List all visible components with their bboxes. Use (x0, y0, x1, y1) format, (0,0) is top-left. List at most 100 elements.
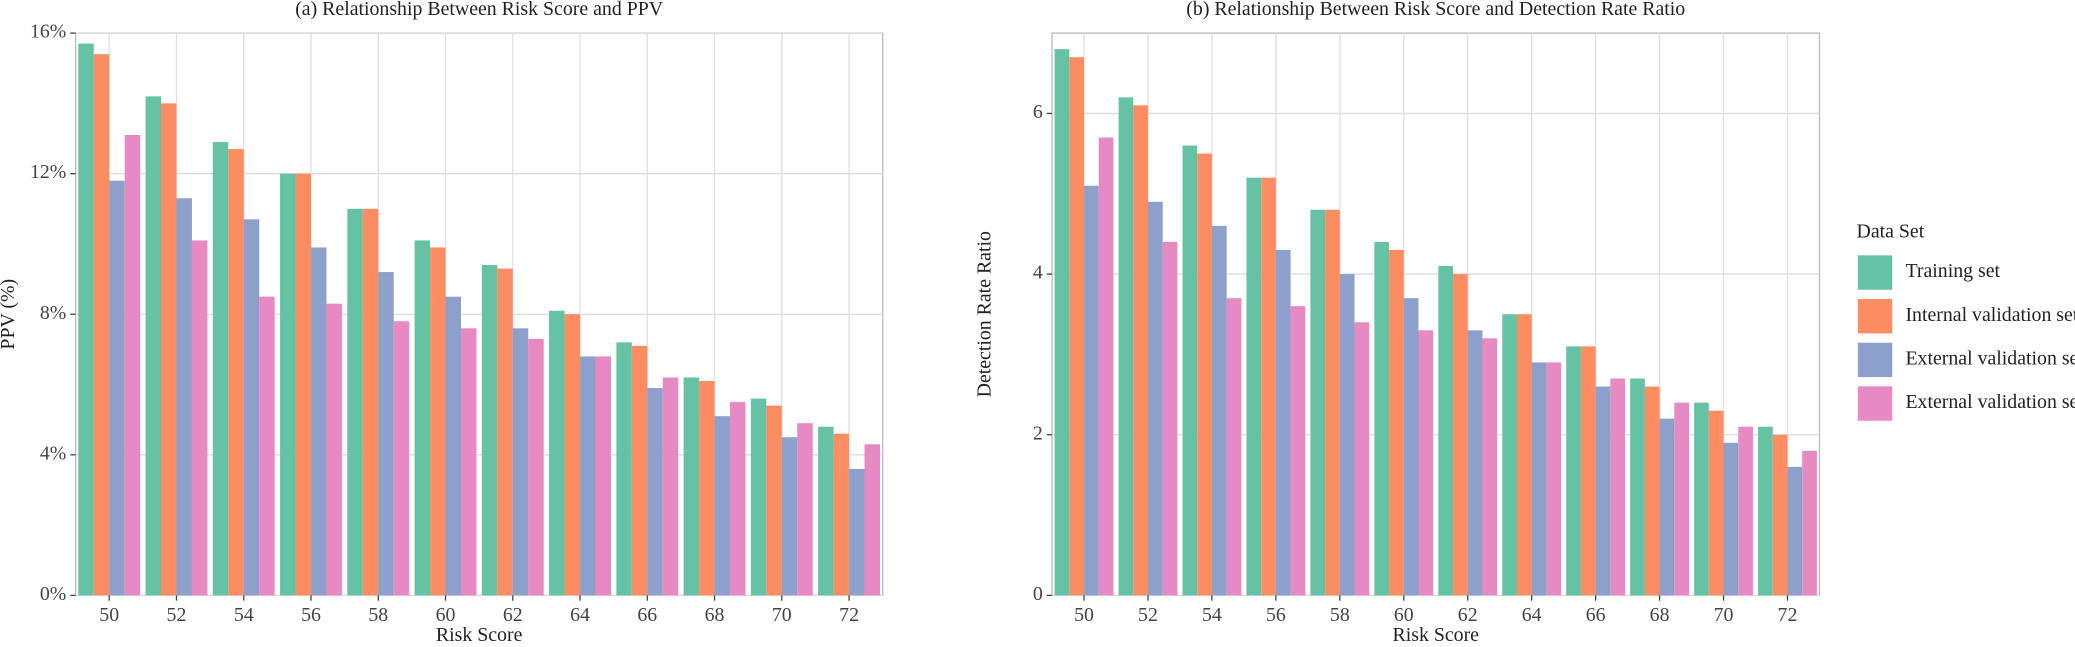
bar (1758, 426, 1773, 596)
x-tick-label: 54 (1202, 604, 1222, 626)
bar (109, 180, 125, 596)
x-tick-label: 72 (1778, 604, 1798, 626)
bar (1482, 338, 1498, 596)
legend-label: External validation set 2 (1905, 391, 2075, 413)
bar (481, 265, 498, 596)
x-axis-label: Risk Score (436, 624, 523, 646)
y-tick-label: 12% (30, 161, 66, 183)
x-tick-label: 60 (1394, 604, 1414, 626)
x-tick-label: 52 (1138, 604, 1158, 626)
bar (1723, 442, 1739, 596)
x-tick-label: 64 (570, 604, 590, 626)
y-tick-label: 4% (40, 442, 66, 464)
bar (362, 208, 379, 596)
bar (1610, 378, 1626, 596)
x-tick-label: 52 (167, 604, 187, 626)
x-tick-label: 70 (1714, 604, 1734, 626)
bar (1098, 137, 1114, 596)
bar (191, 240, 208, 596)
bar (714, 416, 731, 596)
bar (1467, 330, 1483, 596)
bar (1438, 266, 1454, 596)
legend-label: Internal validation set (1905, 304, 2075, 326)
bar (1502, 314, 1517, 596)
bar (145, 96, 162, 596)
bar (393, 321, 410, 596)
bar (616, 342, 632, 596)
bar (1084, 185, 1099, 596)
legend-label: External validation set 1 (1905, 347, 2075, 369)
bar (1147, 201, 1163, 596)
bar (176, 198, 192, 596)
legend-title: Data Set (1857, 220, 1925, 242)
y-tick-label: 6 (1033, 101, 1043, 123)
bar (1374, 241, 1390, 596)
chart-title: (b) Relationship Between Risk Score and … (1186, 0, 1685, 20)
bar (1054, 49, 1070, 596)
x-tick-label: 50 (1074, 604, 1094, 626)
bar (161, 103, 177, 596)
x-tick-label: 58 (368, 604, 388, 626)
x-tick-label: 62 (503, 604, 523, 626)
bar (1275, 249, 1291, 596)
bar (528, 338, 544, 596)
y-tick-label: 0% (40, 583, 66, 605)
bar (259, 296, 275, 596)
x-tick-label: 72 (839, 604, 859, 626)
bar (781, 437, 798, 596)
bar (766, 405, 782, 596)
chart-title: (a) Relationship Between Risk Score and … (295, 0, 664, 20)
bar (833, 433, 850, 596)
bar (1738, 426, 1753, 596)
x-tick-label: 68 (705, 604, 725, 626)
bar (326, 303, 342, 596)
bar (1211, 225, 1227, 596)
bar (683, 377, 700, 596)
legend-label: Training set (1905, 260, 2000, 282)
bar (797, 423, 813, 596)
bar (78, 43, 94, 596)
bar (699, 381, 715, 596)
bar (1546, 362, 1562, 596)
bar (93, 54, 110, 596)
bar (1246, 177, 1262, 596)
bar (1339, 274, 1355, 596)
bar (1516, 314, 1532, 596)
bar (647, 388, 663, 596)
x-tick-label: 70 (772, 604, 792, 626)
bar (124, 134, 141, 596)
bar (1261, 177, 1276, 596)
bar (864, 444, 881, 596)
bar (1182, 145, 1198, 596)
x-tick-label: 66 (1586, 604, 1606, 626)
x-tick-label: 54 (234, 604, 254, 626)
bar (1659, 418, 1675, 596)
x-tick-label: 64 (1522, 604, 1542, 626)
y-tick-label: 4 (1033, 262, 1043, 284)
bar (378, 272, 394, 596)
bar (1802, 450, 1817, 596)
x-tick-label: 66 (637, 604, 657, 626)
x-tick-label: 50 (99, 604, 119, 626)
bar (1787, 466, 1803, 596)
bar (1069, 57, 1085, 596)
bar (595, 356, 611, 596)
bar (1290, 306, 1306, 596)
bar (497, 268, 513, 596)
bar (1389, 249, 1404, 596)
y-axis-label: Detection Rate Ratio (973, 231, 995, 397)
bar (1708, 410, 1724, 596)
bar (212, 142, 229, 596)
y-tick-label: 0 (1033, 583, 1043, 605)
y-tick-label: 2 (1033, 422, 1043, 444)
bar (549, 310, 565, 596)
bar (1133, 105, 1148, 596)
bar (1772, 434, 1788, 596)
x-tick-label: 58 (1330, 604, 1350, 626)
y-tick-label: 8% (40, 302, 66, 324)
bar (1453, 274, 1468, 596)
bar (1403, 298, 1419, 596)
bar (849, 468, 865, 596)
x-tick-label: 62 (1458, 604, 1478, 626)
